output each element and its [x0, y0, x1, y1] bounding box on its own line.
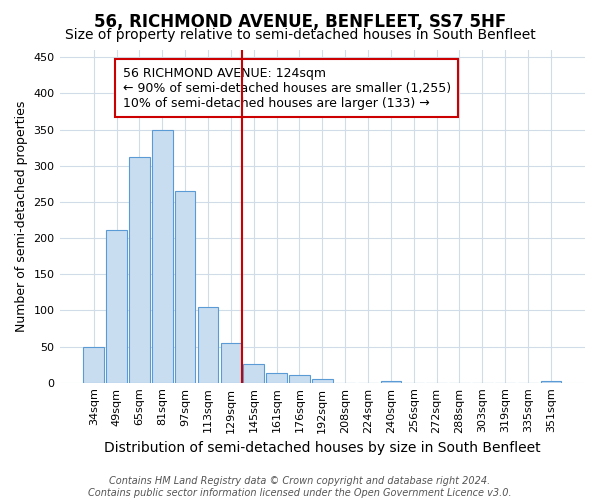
Text: 56 RICHMOND AVENUE: 124sqm
← 90% of semi-detached houses are smaller (1,255)
10%: 56 RICHMOND AVENUE: 124sqm ← 90% of semi…	[122, 66, 451, 110]
Bar	[83, 346, 104, 382]
Bar	[541, 381, 561, 382]
Bar	[152, 130, 173, 382]
Bar	[129, 157, 150, 382]
Bar	[198, 306, 218, 382]
Text: Contains HM Land Registry data © Crown copyright and database right 2024.
Contai: Contains HM Land Registry data © Crown c…	[88, 476, 512, 498]
Bar	[106, 230, 127, 382]
Bar	[380, 380, 401, 382]
Bar	[312, 379, 332, 382]
Bar	[175, 191, 196, 382]
Bar	[221, 343, 241, 382]
Bar	[266, 374, 287, 382]
Text: 56, RICHMOND AVENUE, BENFLEET, SS7 5HF: 56, RICHMOND AVENUE, BENFLEET, SS7 5HF	[94, 12, 506, 30]
Bar	[289, 376, 310, 382]
Text: Size of property relative to semi-detached houses in South Benfleet: Size of property relative to semi-detach…	[65, 28, 535, 42]
X-axis label: Distribution of semi-detached houses by size in South Benfleet: Distribution of semi-detached houses by …	[104, 441, 541, 455]
Y-axis label: Number of semi-detached properties: Number of semi-detached properties	[15, 100, 28, 332]
Bar	[244, 364, 264, 382]
